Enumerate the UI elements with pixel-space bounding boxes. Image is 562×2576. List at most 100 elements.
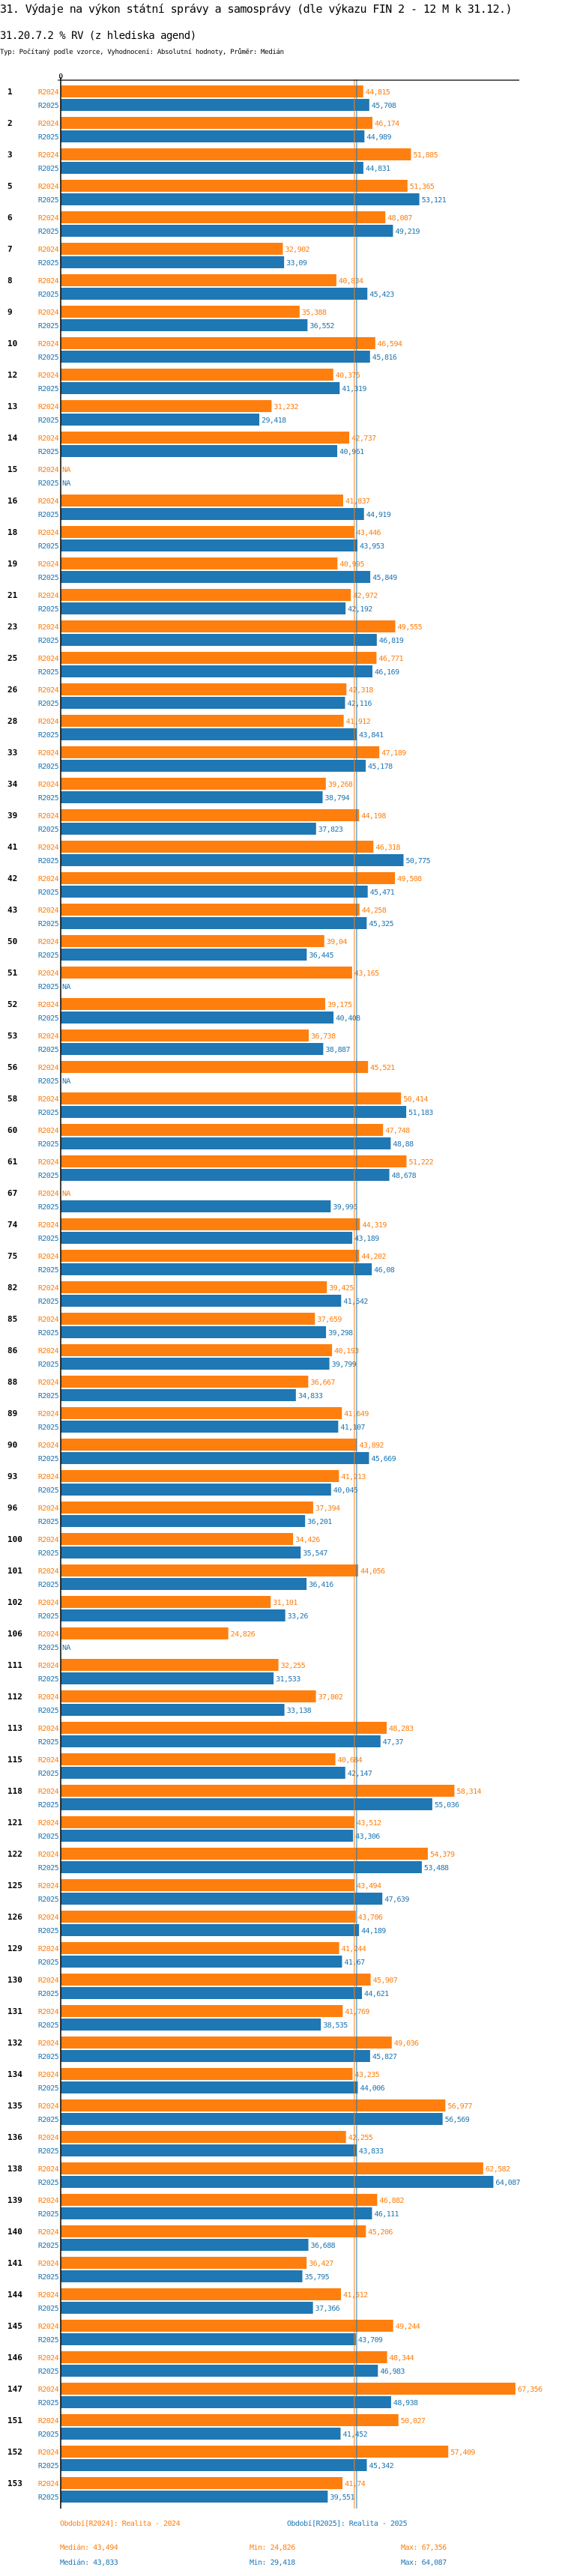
value-label: 42,192 xyxy=(348,605,372,614)
category-label: 147 xyxy=(7,2384,22,2394)
chart-meta-info: Typ: Počítaný podle vzorce, Vyhodnocení:… xyxy=(0,49,284,56)
series-label-r2025: R2025 xyxy=(38,1015,59,1023)
value-label: 36,201 xyxy=(307,1518,332,1526)
value-label: 33,26 xyxy=(288,1612,309,1621)
category-label: 138 xyxy=(7,2164,22,2174)
category-label: 7 xyxy=(7,244,13,254)
category-label: 18 xyxy=(7,527,17,537)
stat-r2024-median: Medián: 43,494 xyxy=(60,2544,118,2552)
bar-r2024 xyxy=(61,872,396,884)
series-label-r2024: R2024 xyxy=(38,2071,59,2079)
bar-r2024 xyxy=(61,1690,316,1702)
value-label: 32,255 xyxy=(281,1662,306,1670)
series-label-r2024: R2024 xyxy=(38,970,59,978)
series-label-r2025: R2025 xyxy=(38,511,59,519)
x-tick-label: 0 xyxy=(58,73,63,81)
bar-r2024 xyxy=(61,1627,229,1639)
value-label: 45,849 xyxy=(372,574,397,582)
stat-r2025-max: Max: 64,087 xyxy=(401,2559,447,2567)
bar-r2024 xyxy=(61,495,343,507)
series-label-r2024: R2024 xyxy=(38,1253,59,1261)
bar-r2025 xyxy=(61,791,323,803)
series-label-r2025: R2025 xyxy=(38,763,59,771)
value-label: 43,494 xyxy=(357,1882,381,1890)
series-label-r2025: R2025 xyxy=(38,448,59,456)
value-label: 47,37 xyxy=(383,1738,404,1747)
value-label: 35,388 xyxy=(302,309,327,317)
series-label-r2024: R2024 xyxy=(38,529,59,537)
value-label: 45,471 xyxy=(370,889,395,897)
value-label: 48,344 xyxy=(390,2354,414,2362)
bar-r2025 xyxy=(61,917,367,929)
bar-r2025 xyxy=(61,1263,372,1275)
category-label: 43 xyxy=(7,905,17,915)
value-label: 41,107 xyxy=(340,1424,365,1432)
series-label-r2025: R2025 xyxy=(38,1801,59,1809)
value-label: 35,795 xyxy=(305,2273,330,2282)
bar-r2025 xyxy=(61,1358,330,1370)
bar-r2025 xyxy=(61,2081,358,2093)
series-label-r2024: R2024 xyxy=(38,1725,59,1733)
bar-r2025 xyxy=(61,193,420,205)
value-label: 45,423 xyxy=(369,291,394,299)
category-label: 9 xyxy=(7,307,13,317)
bar-r2024 xyxy=(61,1753,336,1765)
value-label: 51,365 xyxy=(410,183,435,191)
bar-r2025 xyxy=(61,823,316,835)
bar-r2025 xyxy=(61,1672,274,1684)
bars-layer xyxy=(61,85,516,2503)
bar-r2024 xyxy=(61,337,375,349)
series-label-r2024: R2024 xyxy=(38,781,59,789)
series-label-r2024: R2024 xyxy=(38,277,59,285)
bar-r2025 xyxy=(61,1830,354,1842)
value-label: 44,202 xyxy=(361,1253,386,1261)
value-label: 31,232 xyxy=(274,403,298,411)
bar-r2024 xyxy=(61,2131,346,2143)
series-label-r2025: R2025 xyxy=(38,259,59,267)
bar-r2024 xyxy=(61,1124,384,1136)
bar-r2025 xyxy=(61,665,372,677)
value-label: 42,318 xyxy=(348,686,373,695)
stat-r2025-median: Medián: 43,833 xyxy=(60,2559,118,2567)
series-label-r2024: R2024 xyxy=(38,120,59,128)
series-label-r2025: R2025 xyxy=(38,1424,59,1432)
value-label: 50,027 xyxy=(401,2417,426,2425)
series-label-r2024: R2024 xyxy=(38,875,59,883)
bar-r2025 xyxy=(61,602,346,614)
value-label: 48,88 xyxy=(393,1140,414,1149)
series-label-r2025: R2025 xyxy=(38,1833,59,1841)
bar-r2024 xyxy=(61,683,347,695)
bar-r2024 xyxy=(61,841,374,853)
series-label-r2025: R2025 xyxy=(38,2053,59,2061)
value-label: 48,283 xyxy=(389,1725,414,1733)
value-label: 47,189 xyxy=(381,749,406,758)
bar-r2024 xyxy=(61,274,336,286)
value-label: 36,738 xyxy=(311,1032,336,1041)
series-label-r2024: R2024 xyxy=(38,1410,59,1418)
category-label: 13 xyxy=(7,402,17,411)
bar-r2024 xyxy=(61,1376,309,1388)
series-label-r2025: R2025 xyxy=(38,2431,59,2439)
bar-r2025 xyxy=(61,2365,378,2377)
value-label: 47,748 xyxy=(385,1127,410,1135)
value-label: 46,819 xyxy=(379,637,404,645)
value-label: 43,235 xyxy=(355,2071,380,2079)
value-label: 56,569 xyxy=(445,2116,470,2124)
value-label: 39,298 xyxy=(328,1329,353,1337)
series-label-r2025: R2025 xyxy=(38,1738,59,1747)
bar-r2024 xyxy=(61,2414,399,2426)
category-label: 12 xyxy=(7,370,17,380)
bar-r2024 xyxy=(61,211,386,223)
value-label: 44,989 xyxy=(366,133,391,142)
value-label: 55,036 xyxy=(435,1801,459,1809)
bar-r2025 xyxy=(61,319,308,331)
bar-r2024 xyxy=(61,1533,294,1545)
bar-r2024 xyxy=(61,1785,455,1797)
bar-r2025 xyxy=(61,1169,390,1181)
bar-r2024 xyxy=(61,2320,393,2332)
value-label: 40,995 xyxy=(339,560,364,569)
category-label: 113 xyxy=(7,1723,22,1733)
series-label-r2024: R2024 xyxy=(38,214,59,223)
category-label: 50 xyxy=(7,937,17,946)
series-label-r2025: R2025 xyxy=(38,291,59,299)
